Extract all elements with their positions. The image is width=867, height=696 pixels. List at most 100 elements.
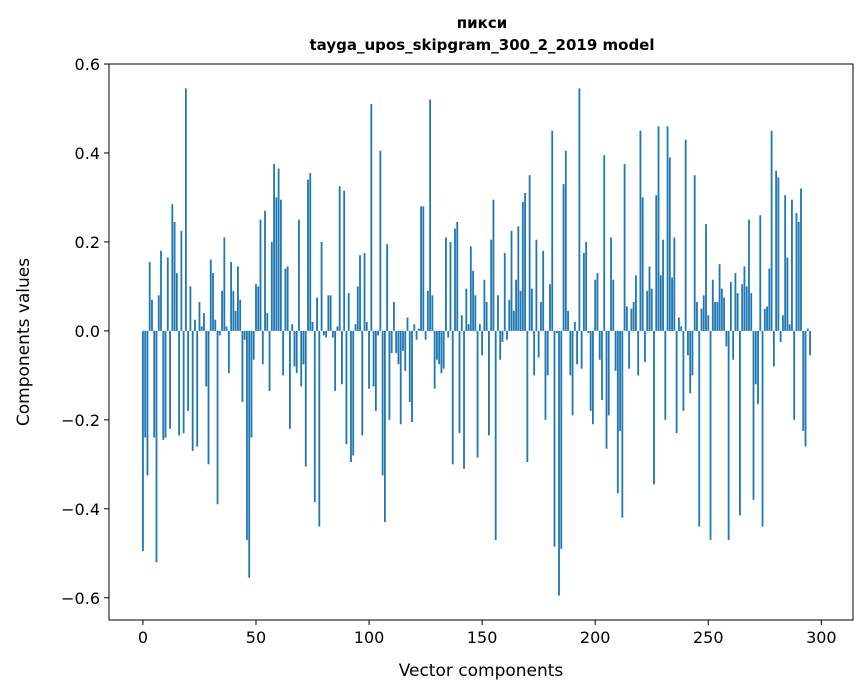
bar — [388, 330, 391, 420]
x-tick-label: 50 — [246, 628, 266, 647]
bar — [763, 308, 766, 331]
bar — [707, 315, 710, 331]
bar — [189, 286, 192, 331]
bar — [797, 221, 800, 331]
bar — [535, 239, 538, 331]
x-axis-label: Vector components — [399, 661, 564, 681]
bar — [693, 175, 696, 331]
bar — [585, 241, 588, 331]
bar — [741, 284, 744, 331]
bar — [279, 199, 282, 331]
bar — [537, 330, 540, 358]
bar — [243, 330, 246, 340]
bar — [558, 330, 560, 596]
bar — [241, 330, 244, 403]
bar — [646, 290, 649, 331]
bar — [144, 330, 147, 438]
y-tick-label: −0.4 — [61, 500, 100, 519]
bar — [711, 279, 714, 331]
bar — [628, 330, 631, 369]
bar — [592, 330, 594, 425]
bar — [639, 130, 642, 331]
bar — [684, 139, 687, 331]
bar — [560, 330, 563, 549]
bar — [571, 330, 574, 416]
bar — [420, 206, 422, 331]
bar — [273, 164, 275, 331]
bar — [293, 330, 296, 367]
x-tick-label: 0 — [138, 628, 148, 647]
x-axis: 0 50 100 150 200 250 300 — [138, 620, 837, 647]
bar — [567, 310, 569, 331]
bar — [361, 330, 364, 436]
bar — [424, 330, 427, 340]
bar — [390, 330, 393, 354]
bar — [365, 321, 368, 331]
bar — [772, 330, 775, 367]
y-axis-label: Components values — [14, 258, 34, 426]
bar — [406, 317, 409, 331]
bar — [757, 330, 759, 405]
y-tick-label: 0.6 — [75, 55, 100, 74]
bar — [182, 330, 185, 434]
bar — [781, 315, 784, 331]
bar — [203, 313, 205, 331]
bar — [632, 301, 635, 331]
bar — [691, 330, 694, 376]
bar — [562, 184, 565, 331]
bar — [397, 330, 400, 365]
bar — [393, 301, 395, 331]
bar — [569, 330, 572, 376]
bar — [698, 330, 701, 527]
bar — [745, 286, 748, 331]
bar — [460, 315, 463, 331]
bar — [426, 290, 429, 331]
bar — [739, 330, 741, 516]
bar — [720, 288, 723, 331]
bar — [282, 330, 285, 376]
bar — [463, 330, 465, 469]
bar — [718, 264, 721, 331]
bar — [173, 221, 176, 331]
bar — [775, 170, 778, 331]
x-tick-label: 300 — [806, 628, 837, 647]
bar — [379, 150, 382, 331]
bar — [524, 192, 526, 331]
bar — [454, 228, 456, 331]
bar — [528, 175, 531, 331]
bar — [431, 295, 434, 331]
bar — [264, 210, 266, 331]
bar — [184, 88, 187, 331]
bar — [736, 293, 739, 331]
bar — [356, 286, 359, 331]
bar — [752, 330, 755, 500]
bar — [377, 330, 380, 336]
bar — [492, 199, 495, 331]
bar — [467, 324, 470, 331]
bar — [494, 330, 497, 540]
bar — [759, 215, 762, 331]
bar — [316, 297, 318, 331]
bar — [175, 273, 178, 331]
bar — [225, 326, 228, 331]
bar — [250, 330, 253, 438]
bar — [515, 279, 517, 331]
bar — [784, 195, 787, 331]
bar — [553, 330, 556, 547]
bar — [415, 330, 418, 340]
bar — [743, 266, 746, 331]
bar — [169, 330, 171, 429]
bar — [270, 241, 273, 331]
bar — [311, 321, 314, 331]
bar — [472, 270, 474, 331]
bar — [549, 284, 551, 331]
bar — [214, 319, 217, 331]
x-tick-label: 100 — [354, 628, 385, 647]
bar — [761, 330, 764, 527]
bar — [347, 293, 350, 331]
bar — [680, 326, 683, 331]
bar — [336, 326, 339, 331]
bar — [227, 330, 230, 374]
bar — [768, 268, 771, 331]
